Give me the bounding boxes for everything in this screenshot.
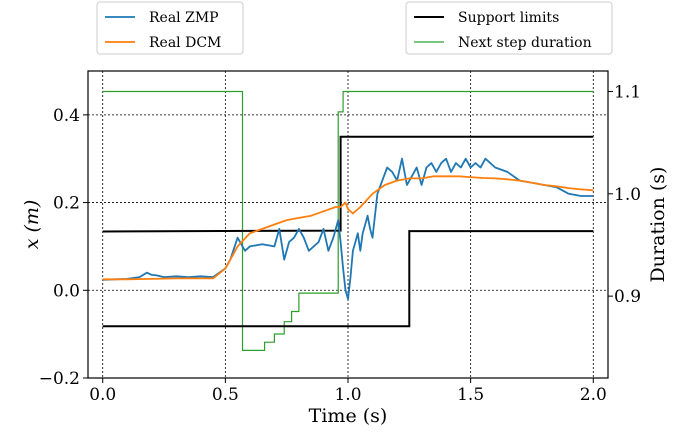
series-support-limits-line: [102, 230, 594, 328]
x-tick-label: 2.0: [580, 385, 607, 405]
legend-label-real-zmp: Real ZMP: [149, 10, 219, 26]
y-axis-right-label: Duration (s): [647, 167, 669, 283]
grid-lines: [88, 71, 608, 379]
series-next-step-duration-line: [102, 90, 594, 351]
legend-box: [96, 1, 244, 55]
legend-label-next-step-duration: Next step duration: [458, 35, 592, 51]
legend: Real ZMP Real DCM Support limits Next step …: [96, 1, 613, 55]
y-left-tick-label: 0.0: [53, 281, 80, 301]
ticks-layer: 0.0 0.5 1.0 1.5 2.0 −0.2 0.0 0.2 0.4 0.9 1.0 1.1: [39, 82, 641, 405]
series-real-dcm-line: [102, 175, 594, 281]
y-right-tick-label: 1.1: [614, 82, 641, 102]
legend-label-real-dcm: Real DCM: [149, 35, 221, 51]
x-tick-label: 1.5: [457, 385, 484, 405]
series-support-limits-line: [102, 135, 594, 233]
x-tick-label: 0.0: [89, 385, 116, 405]
y-right-tick-label: 0.9: [614, 287, 641, 307]
legend-box: [405, 1, 613, 55]
y-right-tick-label: 1.0: [614, 185, 641, 205]
y-left-tick-label: 0.2: [53, 194, 80, 214]
y-left-tick-label: 0.4: [53, 106, 80, 126]
x-tick-label: 0.5: [212, 385, 239, 405]
y-left-tick-label: −0.2: [39, 369, 80, 389]
x-tick-label: 1.0: [334, 385, 361, 405]
legend-label-support-limits: Support limits: [458, 10, 559, 26]
series-layer: [102, 90, 594, 351]
x-axis-label: Time (s): [309, 405, 388, 427]
y-axis-left-label: x (m): [21, 200, 43, 250]
